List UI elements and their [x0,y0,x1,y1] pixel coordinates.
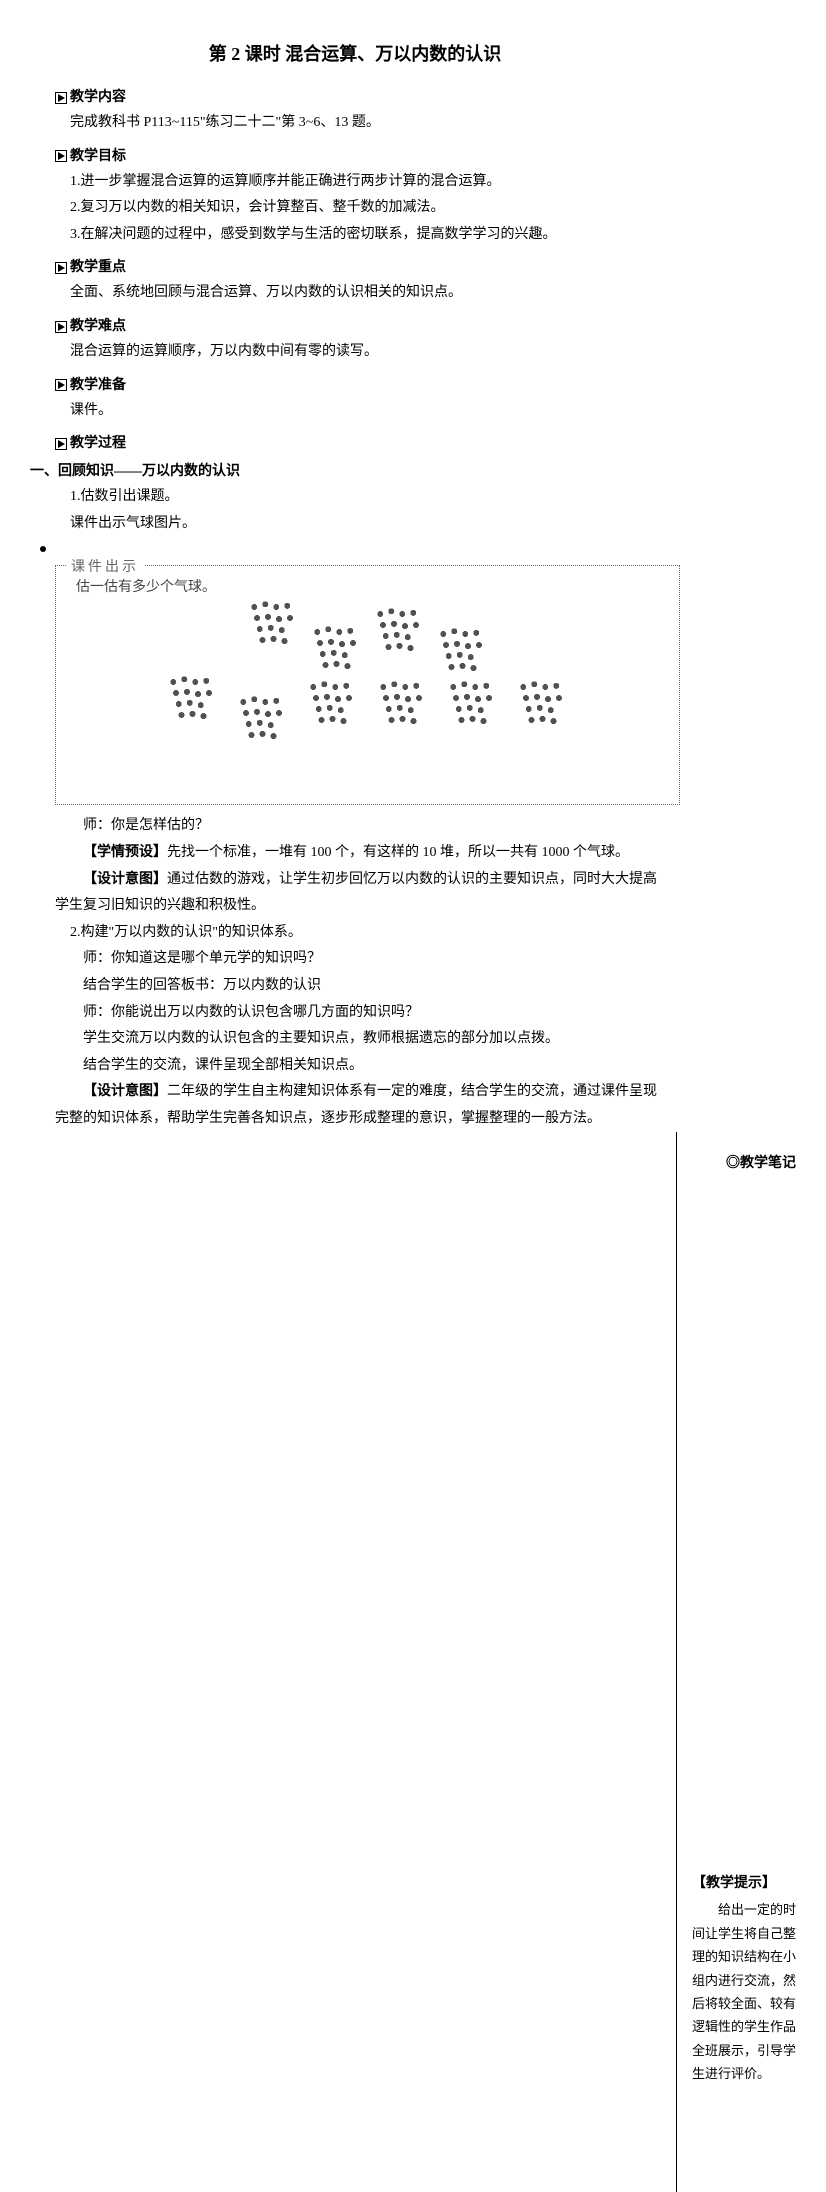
bullet-icon [40,546,46,552]
design2-line: 【设计意图】二年级的学生自主构建知识体系有一定的难度，结合学生的交流，通过课件呈… [30,1079,680,1106]
step-2-1: 2.构建"万以内数的认识"的知识体系。 [30,920,680,947]
balloon-cluster [435,623,490,678]
teaching-notes-label: ◎教学笔记 [692,1152,796,1172]
balloon-cluster [246,596,301,651]
teaching-tip-header: 【教学提示】 [692,1872,796,1892]
teacher-q2: 师：你知道这是哪个单元学的知识吗？ [30,946,680,973]
play-icon [55,379,67,391]
teaching-tip-body: 给出一定的时间让学生将自己整理的知识结构在小组内进行交流，然后将较全面、较有逻辑… [692,1898,796,2085]
content-header: 教学内容 [30,86,680,106]
prep-header: 教学准备 [30,374,680,394]
goal-3: 3.在解决问题的过程中，感受到数学与生活的密切联系，提高数学学习的兴趣。 [30,222,680,249]
balloon-cluster [375,676,430,731]
design-label: 【设计意图】 [83,1084,167,1099]
sidebar: ◎教学笔记 【教学提示】 给出一定的时间让学生将自己整理的知识结构在小组内进行交… [676,1132,796,2192]
goal-1: 1.进一步掌握混合运算的运算顺序并能正确进行两步计算的混合运算。 [30,169,680,196]
page-title: 第 2 课时 混合运算、万以内数的认识 [30,40,680,66]
process-header: 教学过程 [30,432,680,452]
play-icon [55,150,67,162]
main-content: 第 2 课时 混合运算、万以内数的认识 教学内容 完成教科书 P113~115"… [30,40,680,1132]
answer-3: 学生交流万以内数的认识包含的主要知识点，教师根据遗忘的部分加以点拨。 [30,1026,680,1053]
answer-2: 结合学生的回答板书：万以内数的认识 [30,973,680,1000]
answer-4: 结合学生的交流，课件呈现全部相关知识点。 [30,1053,680,1080]
play-icon [55,92,67,104]
balloon-cluster [515,676,570,731]
design2-line2: 完整的知识体系，帮助学生完善各知识点，逐步形成整理的意识，掌握整理的一般方法。 [30,1106,680,1133]
bullet-row [30,541,680,557]
play-icon [55,321,67,333]
design-label: 【设计意图】 [83,872,167,887]
difficulty-header: 教学难点 [30,315,680,335]
prep-body: 课件。 [30,398,680,425]
design1-line2: 学生复习旧知识的兴趣和积极性。 [30,893,680,920]
goal-2: 2.复习万以内数的相关知识，会计算整百、整千数的加减法。 [30,195,680,222]
balloon-cluster [309,621,364,676]
balloon-cluster [445,676,500,731]
balloon-cluster [372,603,427,658]
balloon-cluster [165,671,220,726]
teacher-q1: 师：你是怎样估的？ [30,813,680,840]
preset-line: 【学情预设】先找一个标准，一堆有 100 个，有这样的 10 堆，所以一共有 1… [30,840,680,867]
focus-body: 全面、系统地回顾与混合运算、万以内数的认识相关的知识点。 [30,280,680,307]
play-icon [55,438,67,450]
balloon-cluster [305,676,360,731]
difficulty-body: 混合运算的运算顺序，万以内数中间有零的读写。 [30,339,680,366]
step-1-2: 课件出示气球图片。 [30,511,680,538]
estimate-prompt: 估一估有多少个气球。 [66,576,669,596]
balloon-cluster [235,691,290,746]
preset-label: 【学情预设】 [83,845,167,860]
balloons-illustration [66,606,669,751]
play-icon [55,262,67,274]
focus-header: 教学重点 [30,256,680,276]
courseware-label: 课件出示 [66,556,144,576]
step-1-1: 1.估数引出课题。 [30,484,680,511]
content-body: 完成教科书 P113~115"练习二十二"第 3~6、13 题。 [30,110,680,137]
section-one-header: 一、回顾知识——万以内数的认识 [30,460,680,480]
goals-header: 教学目标 [30,145,680,165]
design1-line: 【设计意图】通过估数的游戏，让学生初步回忆万以内数的认识的主要知识点，同时大大提… [30,867,680,894]
teacher-q3: 师：你能说出万以内数的认识包含哪几方面的知识吗？ [30,1000,680,1027]
courseware-box: 课件出示 估一估有多少个气球。 [55,565,680,805]
